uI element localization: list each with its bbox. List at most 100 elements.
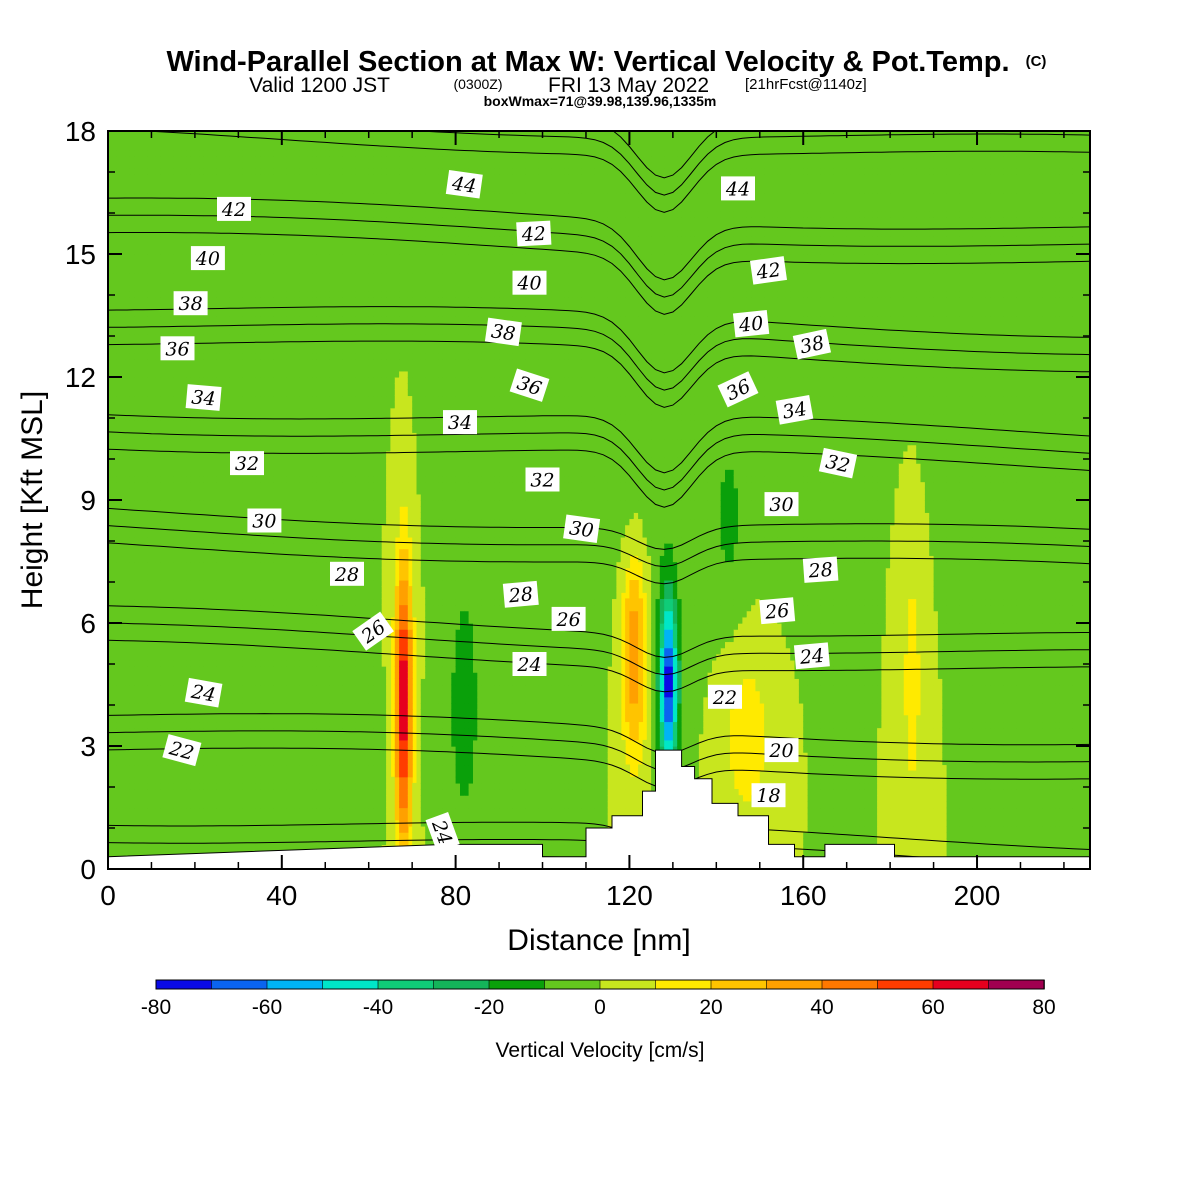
w-cell — [121, 383, 126, 390]
w-cell — [243, 611, 248, 618]
w-cell — [243, 568, 248, 575]
w-cell — [230, 703, 235, 710]
w-cell — [230, 543, 235, 550]
w-cell — [138, 660, 143, 667]
w-cell — [117, 512, 122, 519]
w-cell — [147, 568, 152, 575]
w-cell — [230, 574, 235, 581]
w-cell — [208, 586, 213, 593]
w-cell — [117, 291, 122, 298]
w-cell — [134, 162, 139, 169]
w-cell — [178, 439, 183, 446]
w-cell — [221, 494, 226, 501]
w-cell — [160, 162, 165, 169]
w-cell — [273, 838, 278, 845]
w-cell — [217, 568, 222, 575]
w-cell — [173, 789, 178, 796]
w-cell — [221, 777, 226, 784]
w-cell — [195, 568, 200, 575]
w-cell — [243, 703, 248, 710]
w-cell — [208, 273, 213, 280]
w-cell — [199, 180, 204, 187]
w-cell — [156, 771, 161, 778]
w-cell — [112, 457, 117, 464]
w-cell — [260, 783, 265, 790]
w-cell — [204, 795, 209, 802]
w-cell — [273, 611, 278, 618]
w-cell — [217, 598, 222, 605]
w-cell — [230, 291, 235, 298]
w-cell — [282, 371, 287, 378]
w-cell — [112, 844, 117, 851]
w-cell — [247, 685, 252, 692]
w-cell — [230, 562, 235, 569]
w-cell — [217, 506, 222, 513]
w-cell — [269, 734, 274, 741]
w-cell — [112, 543, 117, 550]
w-cell — [208, 156, 213, 163]
w-cell — [134, 340, 139, 347]
w-cell — [143, 439, 148, 446]
w-cell — [217, 273, 222, 280]
w-cell — [173, 396, 178, 403]
w-cell — [178, 703, 183, 710]
w-cell — [256, 783, 261, 790]
w-cell — [156, 420, 161, 427]
w-cell — [251, 217, 256, 224]
w-cell — [225, 555, 230, 562]
w-cell — [125, 771, 130, 778]
w-cell — [247, 168, 252, 175]
w-cell — [286, 697, 291, 704]
w-cell — [225, 765, 230, 772]
w-cell — [225, 149, 230, 156]
w-cell — [169, 266, 174, 273]
w-cell — [143, 359, 148, 366]
w-cell — [251, 297, 256, 304]
w-cell — [204, 629, 209, 636]
w-cell — [256, 660, 261, 667]
w-cell — [112, 303, 117, 310]
w-cell — [125, 371, 130, 378]
w-cell — [121, 457, 126, 464]
w-cell — [165, 285, 170, 292]
w-cell — [243, 586, 248, 593]
w-cell — [230, 537, 235, 544]
w-cell — [173, 500, 178, 507]
w-cell — [143, 629, 148, 636]
w-cell — [243, 525, 248, 532]
w-cell — [165, 248, 170, 255]
w-cell — [182, 463, 187, 470]
w-cell — [182, 316, 187, 323]
w-cell — [204, 322, 209, 329]
w-cell — [286, 525, 291, 532]
w-cell — [217, 586, 222, 593]
w-cell — [282, 414, 287, 421]
w-cell — [178, 574, 183, 581]
w-cell — [212, 273, 217, 280]
w-cell — [208, 162, 213, 169]
w-cell — [147, 426, 152, 433]
w-cell — [138, 420, 143, 427]
w-cell — [156, 352, 161, 359]
w-cell — [221, 642, 226, 649]
w-cell — [204, 537, 209, 544]
w-cell — [186, 771, 191, 778]
w-cell — [147, 531, 152, 538]
w-cell — [165, 691, 170, 698]
w-cell — [269, 266, 274, 273]
w-cell — [165, 273, 170, 280]
w-cell — [199, 420, 204, 427]
w-cell — [117, 328, 122, 335]
w-cell — [199, 826, 204, 833]
w-cell — [156, 322, 161, 329]
w-cell — [195, 525, 200, 532]
w-cell — [217, 488, 222, 495]
w-cell — [134, 605, 139, 612]
w-cell — [125, 254, 130, 261]
w-cell — [117, 266, 122, 273]
w-cell — [212, 801, 217, 808]
w-cell — [134, 555, 139, 562]
w-cell — [243, 543, 248, 550]
w-cell — [234, 752, 239, 759]
w-cell — [165, 611, 170, 618]
